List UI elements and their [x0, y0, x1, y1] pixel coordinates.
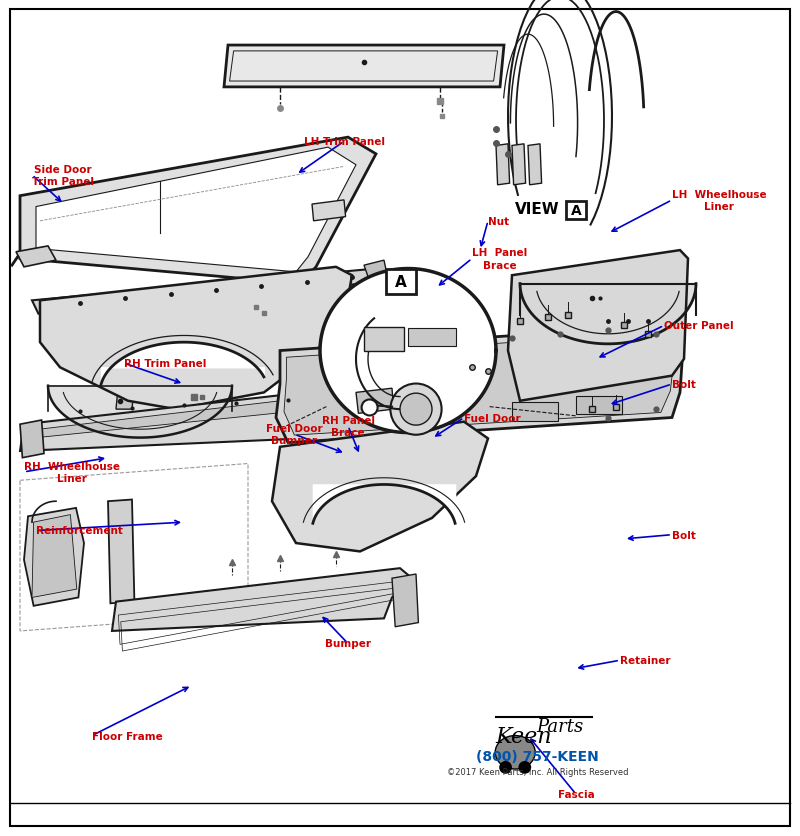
Text: Retainer: Retainer: [620, 655, 670, 665]
Polygon shape: [230, 52, 498, 82]
Polygon shape: [276, 326, 684, 443]
Text: ©2017 Keen Parts, Inc. All Rights Reserved: ©2017 Keen Parts, Inc. All Rights Reserv…: [447, 767, 628, 776]
Polygon shape: [428, 395, 468, 410]
Text: VIEW: VIEW: [515, 201, 560, 217]
Polygon shape: [32, 269, 380, 314]
Polygon shape: [48, 386, 232, 438]
Text: Reinforcement: Reinforcement: [36, 526, 123, 536]
Bar: [512, 403, 558, 421]
Text: Floor Frame: Floor Frame: [92, 731, 162, 741]
Bar: [576, 396, 622, 415]
Polygon shape: [20, 391, 332, 451]
Text: Fuel Door
Bumper: Fuel Door Bumper: [266, 424, 322, 446]
Polygon shape: [528, 145, 542, 186]
Bar: [408, 329, 456, 347]
Text: RH  Wheelhouse
Liner: RH Wheelhouse Liner: [24, 461, 120, 483]
Circle shape: [518, 761, 531, 774]
Circle shape: [400, 394, 432, 426]
Polygon shape: [224, 46, 504, 88]
Text: LH Trim Panel: LH Trim Panel: [303, 137, 385, 147]
Polygon shape: [24, 508, 84, 606]
Polygon shape: [392, 574, 418, 627]
Polygon shape: [496, 145, 510, 186]
Polygon shape: [508, 251, 688, 401]
Bar: [386, 270, 416, 295]
Text: RH Trim Panel: RH Trim Panel: [124, 359, 206, 369]
Polygon shape: [512, 145, 526, 186]
Ellipse shape: [495, 736, 535, 769]
Text: Bolt: Bolt: [672, 380, 696, 390]
Text: Outer Panel: Outer Panel: [664, 321, 734, 331]
Polygon shape: [29, 397, 324, 439]
Text: Parts: Parts: [536, 716, 584, 735]
Polygon shape: [312, 201, 346, 222]
Polygon shape: [32, 515, 77, 598]
Text: LH  Panel
Brace: LH Panel Brace: [472, 248, 527, 270]
Polygon shape: [16, 247, 56, 268]
Circle shape: [499, 761, 512, 774]
Text: RH Panel
Brace: RH Panel Brace: [322, 415, 374, 437]
Polygon shape: [108, 500, 134, 604]
Text: Nut: Nut: [488, 217, 509, 227]
Text: LH  Wheelhouse
Liner: LH Wheelhouse Liner: [672, 190, 766, 212]
Text: A: A: [571, 204, 582, 217]
Text: Keen: Keen: [496, 725, 552, 747]
Polygon shape: [520, 284, 696, 344]
Polygon shape: [20, 138, 376, 284]
Bar: [566, 201, 586, 220]
Polygon shape: [20, 421, 44, 458]
Polygon shape: [116, 385, 134, 410]
Polygon shape: [284, 333, 676, 436]
Text: (800) 757-KEEN: (800) 757-KEEN: [476, 750, 599, 763]
Text: Fuel Door: Fuel Door: [464, 413, 521, 423]
Polygon shape: [320, 269, 496, 433]
Text: A: A: [395, 275, 406, 290]
Text: Bumper: Bumper: [325, 639, 371, 649]
Polygon shape: [272, 422, 488, 552]
Text: Fascia: Fascia: [558, 789, 594, 799]
Polygon shape: [112, 568, 412, 631]
Polygon shape: [36, 148, 356, 273]
Polygon shape: [364, 261, 387, 282]
Circle shape: [362, 400, 378, 416]
Polygon shape: [356, 389, 394, 414]
Bar: [364, 328, 404, 351]
Text: Side Door
Trim Panel: Side Door Trim Panel: [32, 165, 94, 186]
Circle shape: [390, 384, 442, 436]
Polygon shape: [40, 268, 352, 410]
Polygon shape: [582, 284, 604, 314]
Text: Bolt: Bolt: [672, 530, 696, 540]
